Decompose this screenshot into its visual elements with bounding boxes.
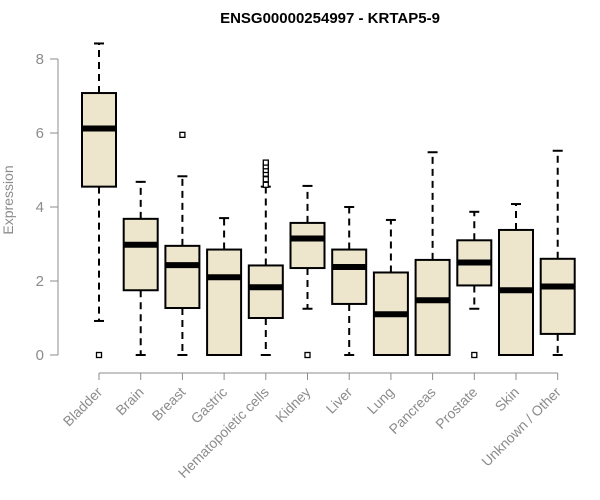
outlier-point xyxy=(304,351,311,359)
box-brain xyxy=(122,180,159,356)
outlier-point xyxy=(95,351,103,359)
x-tick-label: Prostate xyxy=(432,384,480,432)
iqr-box xyxy=(81,92,117,188)
iqr-box xyxy=(122,217,159,292)
x-tick-label: Breast xyxy=(149,384,189,424)
x-tick-label: Kidney xyxy=(272,384,314,426)
box-prostate xyxy=(456,210,493,359)
y-tick-label: 8 xyxy=(36,51,44,68)
x-tick-label: Skin xyxy=(492,384,523,415)
box-bladder xyxy=(81,42,117,359)
iqr-box xyxy=(247,264,284,319)
box-lung xyxy=(372,218,409,356)
boxes-group xyxy=(81,42,576,359)
outlier-point xyxy=(471,351,478,359)
box-gastric xyxy=(206,217,243,356)
iqr-box xyxy=(206,248,243,356)
y-tick-label: 6 xyxy=(36,125,44,142)
box-skin xyxy=(498,203,534,356)
x-tick-label: Liver xyxy=(323,384,356,417)
iqr-box xyxy=(164,244,201,310)
box-hematopoietic-cells xyxy=(247,159,284,356)
box-unknown-other xyxy=(539,149,576,356)
y-tick-label: 0 xyxy=(36,347,44,364)
box-kidney xyxy=(289,184,326,359)
iqr-box xyxy=(414,258,451,356)
outlier-point xyxy=(179,131,186,139)
y-tick-label: 2 xyxy=(36,273,44,290)
x-tick-label: Brain xyxy=(112,384,146,418)
y-axis-label: Expression xyxy=(0,165,16,234)
iqr-box xyxy=(539,257,576,335)
box-breast xyxy=(164,131,201,356)
outlier-point xyxy=(262,159,269,166)
box-liver xyxy=(331,206,368,356)
iqr-box xyxy=(289,221,326,270)
y-axis: 0 2 4 6 8 xyxy=(36,51,59,364)
x-tick-label: Unknown / Other xyxy=(478,384,564,470)
box-pancreas xyxy=(414,151,451,356)
y-tick-label: 4 xyxy=(36,199,44,216)
outlier-point xyxy=(262,181,269,188)
x-tick-label: Lung xyxy=(364,384,397,417)
chart-title: ENSG00000254997 - KRTAP5-9 xyxy=(220,10,440,27)
outlier-point xyxy=(262,176,269,183)
x-tick-label: Bladder xyxy=(60,384,106,430)
iqr-box xyxy=(331,248,368,305)
